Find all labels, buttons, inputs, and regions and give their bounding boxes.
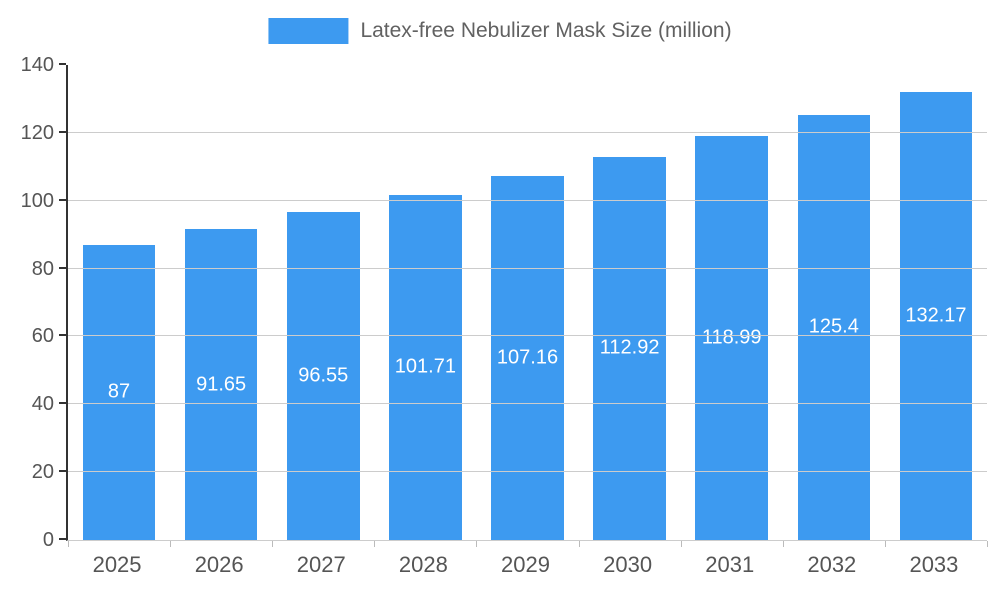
gridline xyxy=(68,471,987,473)
legend-label: Latex-free Nebulizer Mask Size (million) xyxy=(360,19,732,42)
x-axis-label: 2033 xyxy=(909,552,959,577)
x-axis-tick xyxy=(680,541,682,547)
y-axis-tick xyxy=(59,402,66,405)
y-axis-label: 20 xyxy=(31,461,54,484)
bar-value-label: 125.4 xyxy=(808,315,859,338)
plot-area: 87 91.65 96.55 101.71 107.16 112.92 118.99 125.… xyxy=(21,55,988,550)
y-axis-label: 100 xyxy=(20,189,54,212)
bar-value-label: 118.99 xyxy=(701,326,762,349)
bar-slot: 87 xyxy=(68,65,170,540)
x-axis-tick xyxy=(170,541,172,547)
gridline xyxy=(68,335,987,337)
bar-value-label: 101.71 xyxy=(394,355,456,378)
x-axis-label: 2027 xyxy=(296,552,346,577)
y-axis-label: 0 xyxy=(42,529,54,551)
x-axis-tick xyxy=(476,541,478,547)
bar-slot: 125.4 xyxy=(783,65,885,540)
legend-swatch-icon xyxy=(268,18,349,44)
x-axis-label: 2026 xyxy=(194,552,244,577)
x-axis-tick xyxy=(987,541,988,547)
y-axis-label: 80 xyxy=(31,257,54,280)
bar: 101.71 xyxy=(389,194,462,540)
y-axis-label: 40 xyxy=(31,393,54,416)
bar-value-label: 107.16 xyxy=(496,346,559,369)
gridline xyxy=(68,267,987,269)
bar-slot: 112.92 xyxy=(579,65,681,540)
bar: 107.16 xyxy=(491,176,564,540)
x-axis-label: 2025 xyxy=(92,552,142,577)
x-axis-tick xyxy=(884,541,886,547)
bar: 96.55 xyxy=(287,212,360,540)
bar: 132.17 xyxy=(899,91,973,540)
bar-slot: 91.65 xyxy=(170,65,272,540)
x-axis-tick xyxy=(578,541,580,547)
y-axis-tick xyxy=(59,470,66,473)
y-axis-label: 60 xyxy=(31,325,54,348)
gridline xyxy=(68,199,987,201)
bar-slot: 107.16 xyxy=(476,65,578,540)
y-axis-tick xyxy=(59,538,66,540)
y-axis-tick xyxy=(59,266,66,269)
legend: Latex-free Nebulizer Mask Size (million) xyxy=(268,18,732,44)
bar: 118.99 xyxy=(695,136,768,540)
x-axis-tick xyxy=(374,541,376,547)
bar: 112.92 xyxy=(593,156,666,540)
x-axis-label: 2029 xyxy=(501,552,550,577)
x-axis-tick xyxy=(782,541,784,547)
bar-value-label: 87 xyxy=(107,380,131,403)
bar-slot: 118.99 xyxy=(681,65,783,540)
y-axis-tick xyxy=(59,63,66,65)
bar-value-label: 91.65 xyxy=(196,373,247,396)
x-axis-label: 2032 xyxy=(807,552,857,577)
bar: 125.4 xyxy=(797,114,871,540)
x-axis-label: 2028 xyxy=(398,552,448,577)
y-axis-tick xyxy=(59,198,66,201)
y-axis-tick xyxy=(59,334,66,337)
x-axis: 2025 2026 2027 2028 2029 2030 2031 2032 2033 xyxy=(66,552,985,578)
gridline xyxy=(68,403,987,405)
y-axis-label: 140 xyxy=(20,54,54,76)
x-axis-tick xyxy=(272,541,274,547)
bar-value-label: 132.17 xyxy=(905,304,967,327)
bars-container: 87 91.65 96.55 101.71 107.16 112.92 118.99 125.… xyxy=(68,65,987,540)
y-axis-label: 120 xyxy=(20,121,54,144)
bar-slot: 101.71 xyxy=(374,65,476,540)
bar: 91.65 xyxy=(184,229,258,540)
bar-value-label: 112.92 xyxy=(599,336,660,359)
y-axis-tick xyxy=(59,130,66,133)
bar-slot: 96.55 xyxy=(272,65,374,540)
bar-value-label: 96.55 xyxy=(298,364,349,387)
x-axis-label: 2031 xyxy=(705,552,755,577)
bar: 87 xyxy=(82,244,156,540)
x-axis-tick xyxy=(68,541,69,547)
bar-slot: 132.17 xyxy=(885,65,987,540)
x-axis-label: 2030 xyxy=(603,552,653,577)
gridline xyxy=(68,131,987,133)
